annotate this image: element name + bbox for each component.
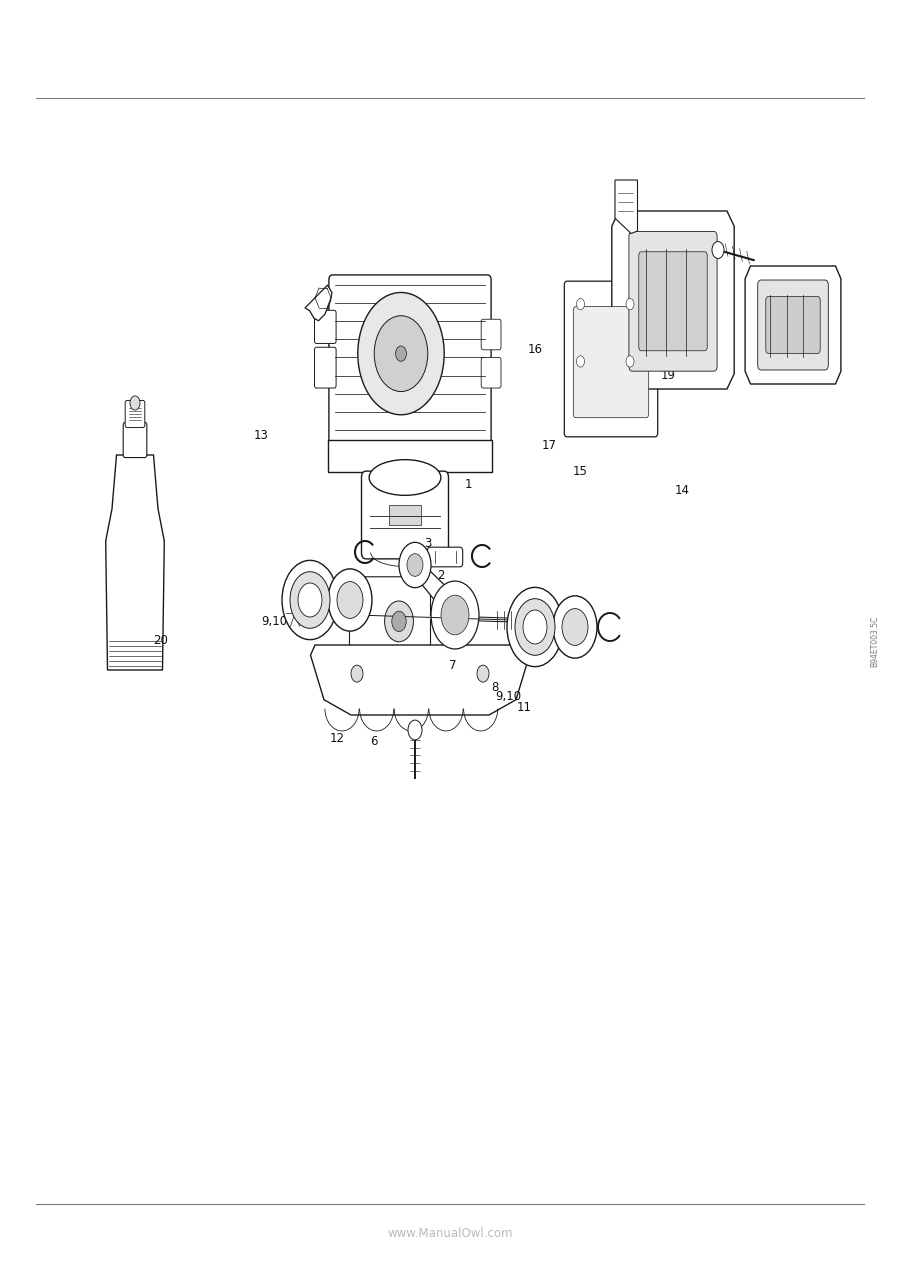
Polygon shape <box>745 266 841 383</box>
Circle shape <box>712 242 724 259</box>
Text: 16: 16 <box>528 343 543 355</box>
Text: 8: 8 <box>491 682 499 694</box>
Circle shape <box>399 543 431 587</box>
Text: 12: 12 <box>330 733 345 745</box>
Circle shape <box>407 554 423 576</box>
Text: 1: 1 <box>464 478 472 490</box>
FancyBboxPatch shape <box>766 297 820 353</box>
Circle shape <box>396 347 407 362</box>
Circle shape <box>328 569 372 631</box>
Circle shape <box>431 581 479 648</box>
Bar <box>389 505 421 525</box>
Text: 2: 2 <box>437 569 445 582</box>
Text: 19: 19 <box>661 369 675 382</box>
Circle shape <box>337 582 363 618</box>
Text: 11: 11 <box>517 701 531 713</box>
Text: 20: 20 <box>153 634 167 647</box>
FancyBboxPatch shape <box>629 232 717 371</box>
FancyBboxPatch shape <box>123 423 147 457</box>
Circle shape <box>523 610 547 643</box>
Text: 3: 3 <box>424 538 431 550</box>
FancyBboxPatch shape <box>564 282 658 437</box>
Circle shape <box>553 596 597 659</box>
Circle shape <box>515 599 555 655</box>
Circle shape <box>282 561 338 640</box>
Circle shape <box>358 293 445 415</box>
Text: 7: 7 <box>449 659 456 671</box>
Text: 9,10: 9,10 <box>495 691 522 703</box>
Circle shape <box>562 609 588 646</box>
FancyBboxPatch shape <box>573 307 649 418</box>
Circle shape <box>298 583 322 617</box>
Bar <box>328 440 492 471</box>
FancyBboxPatch shape <box>314 348 336 389</box>
Text: 18: 18 <box>616 369 630 382</box>
Text: B94ET003.5C: B94ET003.5C <box>870 615 879 666</box>
Polygon shape <box>105 455 165 670</box>
Text: 5: 5 <box>347 569 355 582</box>
Circle shape <box>441 595 469 634</box>
Text: 8: 8 <box>302 628 310 641</box>
Text: 14: 14 <box>675 484 689 497</box>
FancyBboxPatch shape <box>758 280 828 369</box>
Polygon shape <box>305 285 332 321</box>
Circle shape <box>130 396 140 410</box>
Circle shape <box>577 355 584 367</box>
FancyBboxPatch shape <box>125 400 145 428</box>
FancyBboxPatch shape <box>328 275 491 445</box>
FancyBboxPatch shape <box>314 311 336 344</box>
Circle shape <box>507 587 563 666</box>
FancyBboxPatch shape <box>482 358 501 389</box>
Text: www.ManualOwl.com: www.ManualOwl.com <box>387 1227 513 1240</box>
Circle shape <box>290 572 330 628</box>
Circle shape <box>351 665 363 682</box>
Text: 9,10: 9,10 <box>261 615 288 628</box>
Circle shape <box>374 316 428 391</box>
FancyBboxPatch shape <box>482 320 501 350</box>
Text: 5: 5 <box>463 631 470 643</box>
Circle shape <box>384 601 413 642</box>
Text: 13: 13 <box>254 429 268 442</box>
Polygon shape <box>310 645 529 715</box>
Text: 15: 15 <box>573 465 588 478</box>
FancyBboxPatch shape <box>349 577 430 654</box>
Text: 4: 4 <box>437 622 445 634</box>
Circle shape <box>626 298 634 310</box>
FancyBboxPatch shape <box>639 252 707 350</box>
FancyBboxPatch shape <box>362 471 448 559</box>
Circle shape <box>577 298 584 310</box>
Polygon shape <box>406 564 469 622</box>
Ellipse shape <box>369 460 441 496</box>
Circle shape <box>392 612 406 632</box>
Polygon shape <box>615 180 637 233</box>
Circle shape <box>477 665 489 682</box>
Circle shape <box>626 355 634 367</box>
Circle shape <box>408 720 422 740</box>
Text: 6: 6 <box>370 735 377 748</box>
Text: 17: 17 <box>542 440 556 452</box>
FancyBboxPatch shape <box>428 547 463 567</box>
Polygon shape <box>612 211 734 389</box>
